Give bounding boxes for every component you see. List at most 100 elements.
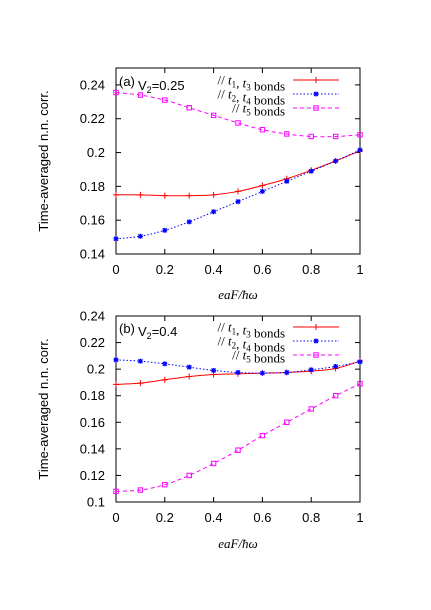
panel-b-ticks: [115, 315, 361, 503]
xtick-label: 0.4: [205, 510, 223, 525]
ytick-label: 0.16: [80, 213, 105, 228]
panel-b-legend: // t1, t3 bonds// t2, t4 bonds// t5 bond…: [217, 320, 339, 366]
data-point: [186, 373, 193, 380]
xtick-label: 1: [356, 510, 363, 525]
legend-label: // t2, t4 bonds: [217, 87, 285, 108]
data-point: [357, 359, 363, 365]
data-point: [284, 369, 290, 375]
panel-b-series: [113, 357, 363, 495]
ytick-label: 0.18: [80, 388, 105, 403]
data-point: [162, 361, 168, 367]
data-point: [333, 363, 339, 369]
data-point: [113, 357, 119, 363]
panel-a-series: [113, 89, 363, 242]
panel-a-legend: // t1, t3 bonds// t2, t4 bonds// t5 bond…: [217, 73, 339, 119]
data-point: [259, 188, 265, 194]
ytick-label: 0.14: [80, 247, 105, 262]
panel-b-xlabel: eaF/ħω: [218, 536, 258, 551]
data-point: [357, 381, 363, 387]
data-point: [161, 376, 168, 383]
data-point: [259, 370, 265, 376]
data-point: [211, 209, 217, 215]
data-point: [308, 168, 314, 174]
panel-a: 0.14 0.16 0.18 0.2 0.22 0.24 0 0.2 0.4 0.6 0.8 1 (…: [36, 67, 364, 302]
data-point: [259, 127, 266, 133]
data-point: [113, 191, 119, 198]
panel-b-parameter: V2=0.4: [138, 324, 177, 341]
data-point: [137, 380, 144, 387]
xtick-label: 0.2: [156, 510, 174, 525]
panel-a-xlabel: eaF/ħω: [218, 287, 258, 302]
xtick-label: 0.8: [302, 510, 320, 525]
data-point: [113, 89, 119, 96]
panel-b-ylabel: Time-averaged n.n. corr.: [36, 338, 51, 479]
data-point: [113, 236, 119, 242]
data-point: [235, 188, 241, 195]
panel-a-series-1: [113, 147, 363, 199]
data-point: [235, 369, 241, 375]
data-point: [210, 460, 217, 467]
xtick-label: 0.4: [205, 262, 223, 277]
data-point: [161, 192, 168, 199]
panel-b-frame: [115, 315, 361, 503]
data-point: [333, 158, 339, 164]
panel-b-series-3: [113, 381, 363, 495]
data-point: [162, 97, 168, 103]
panel-a-frame: [115, 67, 361, 255]
ytick-label: 0.16: [80, 415, 105, 430]
data-point: [235, 447, 241, 453]
ytick-label: 0.14: [80, 441, 105, 456]
panel-a-xtick-labels: 0 0.2 0.4 0.6 0.8 1: [112, 262, 363, 277]
legend-marker: [313, 324, 319, 330]
ytick-label: 0.2: [87, 145, 105, 160]
data-point: [137, 92, 144, 98]
panel-a-label: (a): [119, 74, 135, 89]
panel-b-param-symbol: V: [138, 324, 147, 339]
panel-b-series-2: [113, 357, 363, 376]
legend-label: // t5 bonds: [232, 348, 285, 366]
legend-label: // t1, t3 bonds: [217, 73, 285, 94]
ytick-label: 0.1: [87, 495, 105, 510]
panel-b: 0.1 0.12 0.14 0.16 0.18 0.2 0.22 0.24 0 0.2 0.4 0.…: [36, 309, 364, 552]
data-point: [259, 182, 266, 189]
xtick-label: 1: [356, 262, 363, 277]
series-line: [115, 92, 361, 138]
data-point: [186, 472, 192, 479]
data-point: [284, 178, 290, 184]
panel-a-param-sub: 2: [147, 85, 152, 95]
panel-a-parameter: V2=0.25: [138, 78, 185, 95]
ytick-label: 0.2: [87, 362, 105, 377]
ytick-label: 0.22: [80, 111, 105, 126]
data-point: [308, 133, 314, 140]
data-point: [357, 147, 363, 153]
panel-a-param-value: =0.25: [152, 78, 185, 93]
data-point: [137, 191, 144, 198]
legend-marker: [313, 77, 319, 83]
xtick-label: 0.6: [253, 262, 271, 277]
data-point: [235, 120, 241, 126]
legend-marker: [313, 91, 319, 97]
xtick-label: 0.6: [253, 510, 271, 525]
data-point: [308, 406, 314, 412]
panel-b-xtick-labels: 0 0.2 0.4 0.6 0.8 1: [112, 510, 363, 525]
data-point: [186, 105, 192, 111]
panel-a-series-2: [113, 147, 363, 242]
legend-marker: [313, 352, 319, 358]
panel-b-param-sub: 2: [147, 331, 152, 341]
ytick-label: 0.22: [80, 335, 105, 350]
panel-b-label: (b): [119, 321, 135, 336]
data-point: [113, 381, 119, 388]
ytick-label: 0.24: [80, 309, 105, 324]
data-point: [137, 487, 144, 493]
series-line: [115, 149, 361, 240]
data-point: [137, 358, 143, 364]
data-point: [162, 482, 168, 488]
data-point: [162, 227, 168, 233]
legend-label: // t1, t3 bonds: [217, 320, 285, 341]
data-point: [186, 364, 192, 370]
data-point: [211, 367, 217, 373]
data-point: [308, 367, 314, 373]
data-point: [186, 219, 192, 225]
xtick-label: 0.8: [302, 262, 320, 277]
